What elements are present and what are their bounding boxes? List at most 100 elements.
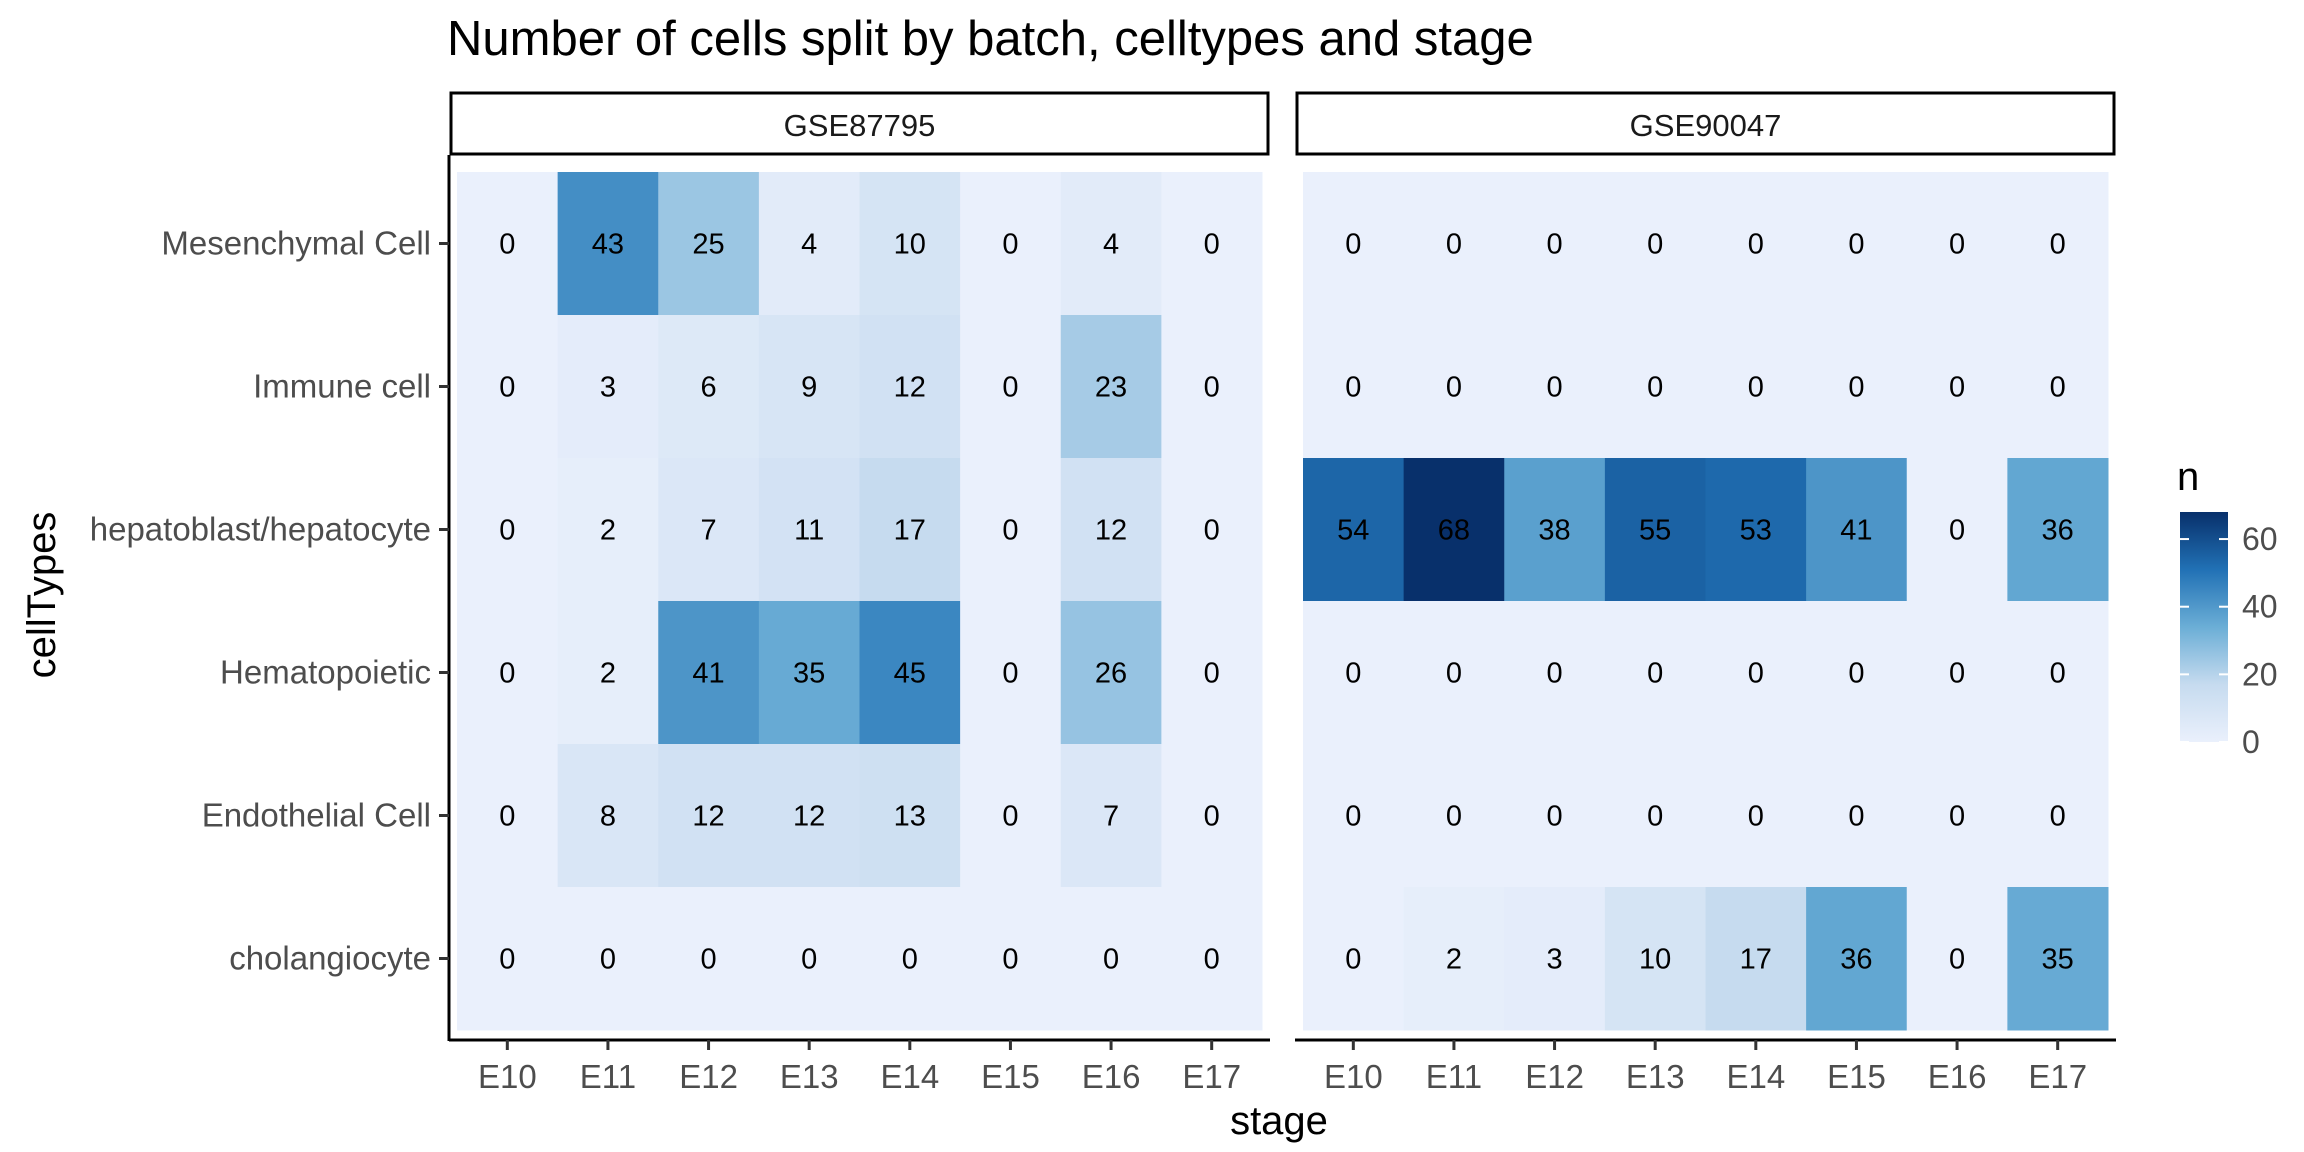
- chart-title: Number of cells split by batch, celltype…: [447, 12, 1534, 66]
- y-tick-label: Endothelial Cell: [202, 797, 431, 834]
- heatmap-cell: [1705, 458, 1807, 602]
- cell-value-label: 0: [1345, 372, 1361, 404]
- cell-value-label: 0: [1002, 801, 1018, 833]
- cell-value-label: 8: [600, 801, 616, 833]
- cell-value-label: 4: [1103, 229, 1119, 261]
- heatmap-cell: [1060, 744, 1162, 888]
- cell-value-label: 36: [2042, 515, 2074, 547]
- heatmap-cell: [557, 601, 659, 745]
- heatmap-cell: [1705, 315, 1807, 459]
- cell-value-label: 4: [801, 229, 817, 261]
- cell-value-label: 13: [894, 801, 926, 833]
- cell-value-label: 11: [794, 515, 824, 547]
- y-tick-label: Hematopoietic: [220, 654, 431, 691]
- cell-value-label: 0: [1848, 229, 1864, 261]
- heatmap-cell: [859, 315, 961, 459]
- cell-value-label: 36: [1840, 944, 1872, 976]
- cell-value-label: 10: [1639, 944, 1671, 976]
- x-tick-label: E16: [1928, 1058, 1987, 1095]
- heatmap-cell: [658, 315, 760, 459]
- heatmap-cell: [1705, 744, 1807, 888]
- heatmap-cell: [457, 315, 559, 459]
- heatmap-cell: [1303, 744, 1405, 888]
- cell-value-label: 2: [600, 658, 616, 690]
- heatmap-cell: [1705, 601, 1807, 745]
- cell-value-label: 12: [692, 801, 724, 833]
- cell-value-label: 0: [1345, 658, 1361, 690]
- heatmap-cell: [1161, 744, 1263, 888]
- x-tick-label: E13: [780, 1058, 839, 1095]
- heatmap-cell: [1403, 887, 1505, 1031]
- heatmap-cell: [960, 315, 1062, 459]
- cell-value-label: 0: [1748, 658, 1764, 690]
- cell-value-label: 0: [2050, 372, 2066, 404]
- heatmap-cell: [1303, 601, 1405, 745]
- heatmap-cell: [1303, 887, 1405, 1031]
- heatmap-cell: [758, 744, 860, 888]
- x-tick-label: E14: [1726, 1058, 1785, 1095]
- heatmap-cell: [1806, 315, 1908, 459]
- heatmap-cell: [960, 887, 1062, 1031]
- heatmap-cell: [1604, 315, 1706, 459]
- cell-value-label: 0: [1949, 229, 1965, 261]
- cell-value-label: 0: [1949, 372, 1965, 404]
- x-tick-label: E10: [1324, 1058, 1383, 1095]
- cell-value-label: 0: [1647, 372, 1663, 404]
- cell-value-label: 12: [1095, 515, 1127, 547]
- cell-value-label: 0: [1848, 801, 1864, 833]
- x-axis-title: stage: [1230, 1099, 1328, 1143]
- cell-value-label: 54: [1337, 515, 1369, 547]
- heatmap-cell: [658, 744, 760, 888]
- cell-value-label: 0: [1002, 658, 1018, 690]
- heatmap-cell: [1906, 172, 2008, 316]
- cell-value-label: 9: [801, 372, 817, 404]
- heatmap-cell: [557, 315, 659, 459]
- x-tick-label: E14: [880, 1058, 939, 1095]
- x-tick-label: E15: [981, 1058, 1040, 1095]
- heatmap-cell: [658, 601, 760, 745]
- heatmap-cell: [1403, 458, 1505, 602]
- cell-value-label: 0: [1204, 658, 1220, 690]
- heatmap-cell: [658, 172, 760, 316]
- cell-value-label: 55: [1639, 515, 1671, 547]
- heatmap-cell: [1806, 601, 1908, 745]
- y-tick-label: hepatoblast/hepatocyte: [90, 511, 431, 548]
- cell-value-label: 0: [499, 229, 515, 261]
- cell-value-label: 23: [1095, 372, 1127, 404]
- heatmap-cell: [658, 887, 760, 1031]
- cell-value-label: 0: [1345, 801, 1361, 833]
- heatmap-cell: [859, 601, 961, 745]
- heatmap-cell: [859, 172, 961, 316]
- heatmap-cell: [758, 172, 860, 316]
- y-tick-label: Immune cell: [253, 368, 431, 405]
- heatmap-cell: [1303, 458, 1405, 602]
- cell-value-label: 41: [692, 658, 724, 690]
- heatmap-cell: [1906, 315, 2008, 459]
- heatmap-cell: [2007, 744, 2109, 888]
- cell-value-label: 0: [1848, 658, 1864, 690]
- heatmap-cell: [457, 601, 559, 745]
- cell-value-label: 35: [2042, 944, 2074, 976]
- cell-value-label: 43: [592, 229, 624, 261]
- legend-title: n: [2177, 455, 2199, 499]
- heatmap-cell: [1705, 172, 1807, 316]
- heatmap-cell: [1403, 601, 1505, 745]
- cell-value-label: 0: [1002, 944, 1018, 976]
- x-tick-label: E11: [580, 1058, 636, 1095]
- heatmap-cell: [1906, 744, 2008, 888]
- heatmap-cell: [1504, 601, 1606, 745]
- heatmap-cell: [658, 458, 760, 602]
- cell-value-label: 0: [1748, 229, 1764, 261]
- heatmap-cell: [1906, 601, 2008, 745]
- heatmap-cell: [960, 458, 1062, 602]
- heatmap-cell: [1504, 172, 1606, 316]
- x-tick-label: E12: [679, 1058, 738, 1095]
- cell-value-label: 0: [1748, 372, 1764, 404]
- heatmap-cell: [960, 172, 1062, 316]
- cell-value-label: 0: [902, 944, 918, 976]
- heatmap-cell: [758, 887, 860, 1031]
- cell-value-label: 0: [1949, 515, 1965, 547]
- cell-value-label: 0: [2050, 229, 2066, 261]
